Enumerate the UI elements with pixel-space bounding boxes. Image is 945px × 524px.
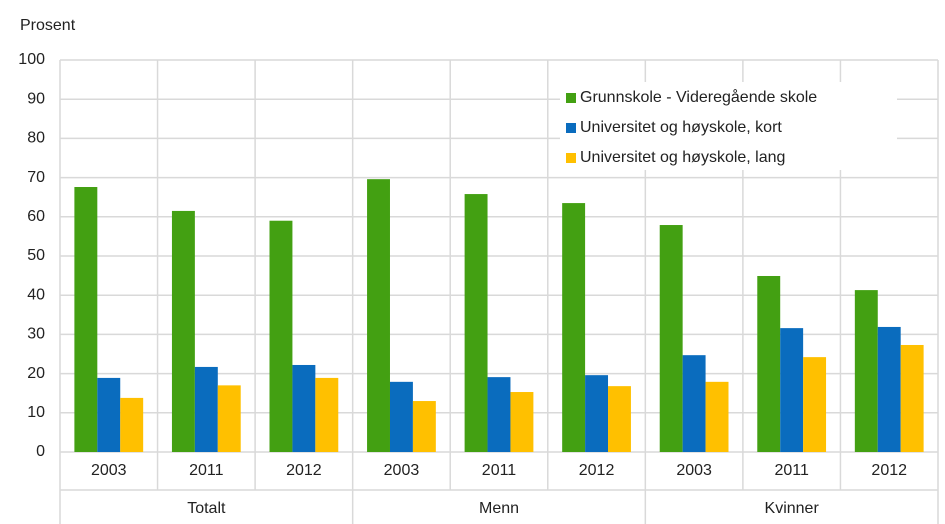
y-tick-label: 20 (27, 365, 45, 382)
y-tick-label: 60 (27, 208, 45, 225)
group-label: Menn (479, 500, 519, 517)
bar (608, 386, 631, 452)
y-tick-label: 70 (27, 169, 45, 186)
x-tick-label: 2012 (871, 462, 907, 479)
x-tick-label: 2012 (579, 462, 615, 479)
x-tick-label: 2011 (774, 462, 809, 479)
y-tick-label: 100 (18, 51, 45, 68)
legend-label: Grunnskole - Videregående skole (580, 88, 817, 106)
bar (292, 364, 316, 452)
x-tick-label: 2011 (482, 462, 517, 479)
legend-label: Universitet og høyskole, kort (580, 119, 782, 136)
bar (780, 328, 804, 452)
bar (194, 366, 218, 452)
bar (659, 225, 683, 452)
bar (171, 210, 195, 452)
y-tick-label: 40 (27, 286, 45, 303)
bar (269, 220, 293, 452)
legend-swatch (566, 93, 576, 103)
legend-swatch (566, 153, 576, 163)
y-axis-label: Prosent (20, 17, 76, 34)
bar (900, 344, 924, 452)
bar (315, 377, 339, 452)
x-tick-label: 2003 (91, 462, 127, 479)
x-tick-label: 2003 (384, 462, 420, 479)
bar (120, 397, 144, 452)
bar (562, 203, 586, 452)
bar (487, 377, 511, 452)
bar (682, 355, 706, 452)
bar (510, 392, 534, 452)
bar (877, 326, 901, 452)
bar (74, 187, 98, 452)
bar (705, 381, 729, 452)
bar (854, 290, 878, 452)
x-tick-label: 2003 (676, 462, 712, 479)
bar (97, 377, 121, 452)
bar (389, 381, 413, 452)
legend-swatch (566, 123, 576, 133)
bar (412, 401, 436, 452)
group-label: Kvinner (765, 500, 820, 517)
y-tick-label: 50 (27, 247, 45, 264)
y-tick-label: 30 (27, 326, 45, 343)
x-tick-label: 2011 (189, 462, 224, 479)
legend-box (560, 82, 897, 170)
y-tick-label: 80 (27, 130, 45, 147)
bar (585, 375, 609, 452)
legend-label: Universitet og høyskole, lang (580, 149, 785, 166)
y-tick-label: 10 (27, 404, 45, 421)
y-tick-label: 90 (27, 90, 45, 107)
bar (757, 275, 781, 452)
x-tick-label: 2012 (286, 462, 322, 479)
group-label: Totalt (187, 500, 226, 517)
bar (367, 179, 390, 452)
y-tick-label: 0 (36, 443, 45, 460)
bar (803, 357, 827, 452)
bar (464, 194, 488, 452)
bar (217, 385, 241, 452)
